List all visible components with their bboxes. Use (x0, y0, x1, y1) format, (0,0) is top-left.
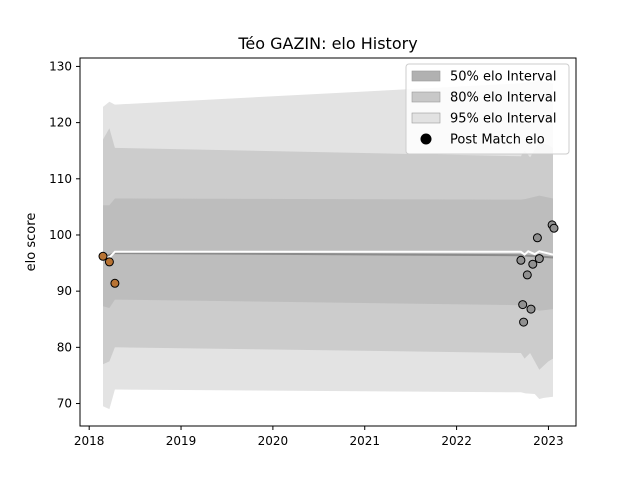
x-axis-ticks: 2018 2019 2020 2021 2022 2023 (74, 426, 564, 448)
interval-bands (103, 79, 553, 410)
data-point (522, 270, 532, 280)
mean-elo-line (102, 250, 554, 259)
post-match-points (98, 220, 559, 327)
legend-box (405, 63, 570, 155)
x-tick-label: 2019 (166, 434, 197, 448)
y-tick-label: 90 (57, 284, 72, 298)
y-tick-label: 70 (57, 397, 72, 411)
data-point (549, 223, 559, 233)
legend-label: Post Match elo (450, 133, 545, 148)
legend-marker (420, 133, 432, 145)
y-tick-label: 120 (49, 116, 72, 130)
data-point (110, 278, 120, 288)
plot-frame (79, 57, 577, 427)
data-point (532, 233, 542, 243)
data-point (516, 255, 526, 265)
x-tick-label: 2023 (533, 434, 564, 448)
legend-label: 50% elo Interval (450, 70, 557, 85)
y-axis-label: elo score (24, 213, 39, 272)
y-tick-label: 110 (49, 172, 72, 186)
data-point (526, 304, 536, 314)
x-tick-label: 2022 (441, 434, 472, 448)
legend-swatch (411, 70, 441, 82)
legend: 50% elo Interval 80% elo Interval 95% elo … (405, 63, 570, 155)
y-tick-label: 130 (49, 59, 72, 73)
data-point (534, 254, 544, 264)
data-point (528, 259, 538, 269)
y-tick-label: 100 (49, 228, 72, 242)
y-axis-ticks: 70 80 90 100 110 120 130 (49, 59, 80, 411)
data-point (518, 300, 528, 310)
data-point (104, 257, 114, 267)
y-tick-label: 80 (57, 340, 72, 354)
chart-title: Téo GAZIN: elo History (237, 34, 417, 53)
x-tick-label: 2020 (258, 434, 289, 448)
legend-swatch (411, 112, 441, 124)
x-tick-label: 2018 (74, 434, 105, 448)
legend-swatch (411, 91, 441, 103)
data-point (519, 317, 529, 327)
data-point (98, 251, 108, 261)
x-tick-label: 2021 (349, 434, 380, 448)
legend-label: 95% elo Interval (450, 112, 557, 127)
legend-label: 80% elo Interval (450, 91, 557, 106)
